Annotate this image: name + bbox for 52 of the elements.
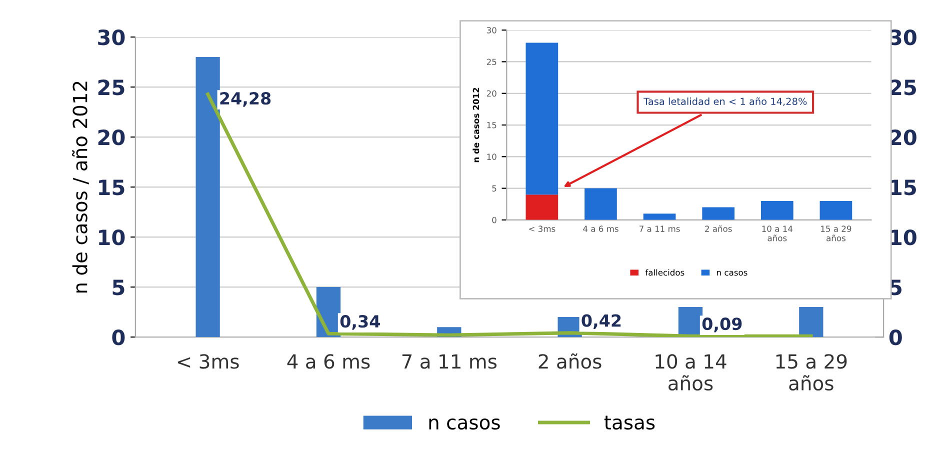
y2-tick-label: 30 [890,29,916,46]
y2-tick-label: 10 [890,230,916,246]
x-tick-label: < 3ms [178,354,239,369]
legend-label: fallecidos [645,269,684,276]
x-tick-label: 4 a 6 ms [583,226,618,232]
y-tick-label: 30 [486,27,496,34]
x-tick-label: 10 a 14 años [762,226,792,242]
y-axis-title: n de casos 2012 [472,88,480,162]
x-tick-label: 15 a 29 años [776,354,847,391]
data-label: 0,34 [340,315,380,330]
y2-tick-label: 0 [889,330,902,346]
x-tick-label: 7 a 11 ms [402,354,497,369]
bar [584,188,617,220]
y-tick-label: 10 [99,230,125,246]
y-tick-label: 5 [112,280,124,296]
data-label: 0,09 [702,318,742,332]
legend-label: tasas [604,416,655,430]
y-tick-label: 20 [98,130,125,146]
y-tick-label: 20 [486,90,496,97]
data-label: 0,42 [582,314,621,329]
x-tick-label: < 3ms [529,226,556,232]
y2-tick-label: 20 [890,130,916,146]
x-tick-label: 4 a 6 ms [287,354,370,369]
y-tick-label: 25 [98,79,124,96]
y-tick-label: 0 [112,330,125,346]
bar [760,200,794,220]
legend-label: n casos [717,270,748,276]
y-tick-label: 5 [492,185,496,192]
x-tick-label: 15 a 29 años [821,226,852,242]
legend-label: n casos [429,418,500,430]
y2-tick-label: 15 [890,180,916,196]
y2-tick-label: 25 [890,79,916,96]
x-tick-label: 2 años [705,225,732,232]
bar [702,207,735,220]
bar [799,307,824,338]
y-tick-label: 15 [99,180,124,196]
y-tick-label: 30 [98,29,125,46]
x-tick-label: 2 años [538,353,602,369]
y-tick-label: 15 [487,122,496,128]
y-axis-title: n de casos / año 2012 [72,82,89,293]
data-label: 24,28 [220,92,271,107]
y-tick-label: 0 [492,216,496,224]
bar [526,42,558,195]
y-tick-label: 10 [487,154,496,160]
x-tick-label: 10 a 14 años [656,354,726,391]
bar [820,200,852,220]
x-tick-label: 7 a 11 ms [640,226,680,232]
y-tick-label: 25 [486,58,496,66]
bar [526,194,558,220]
bar [196,57,220,338]
bar [643,214,676,220]
annotation: Tasa letalidad en < 1 año 14,28% [644,97,807,106]
